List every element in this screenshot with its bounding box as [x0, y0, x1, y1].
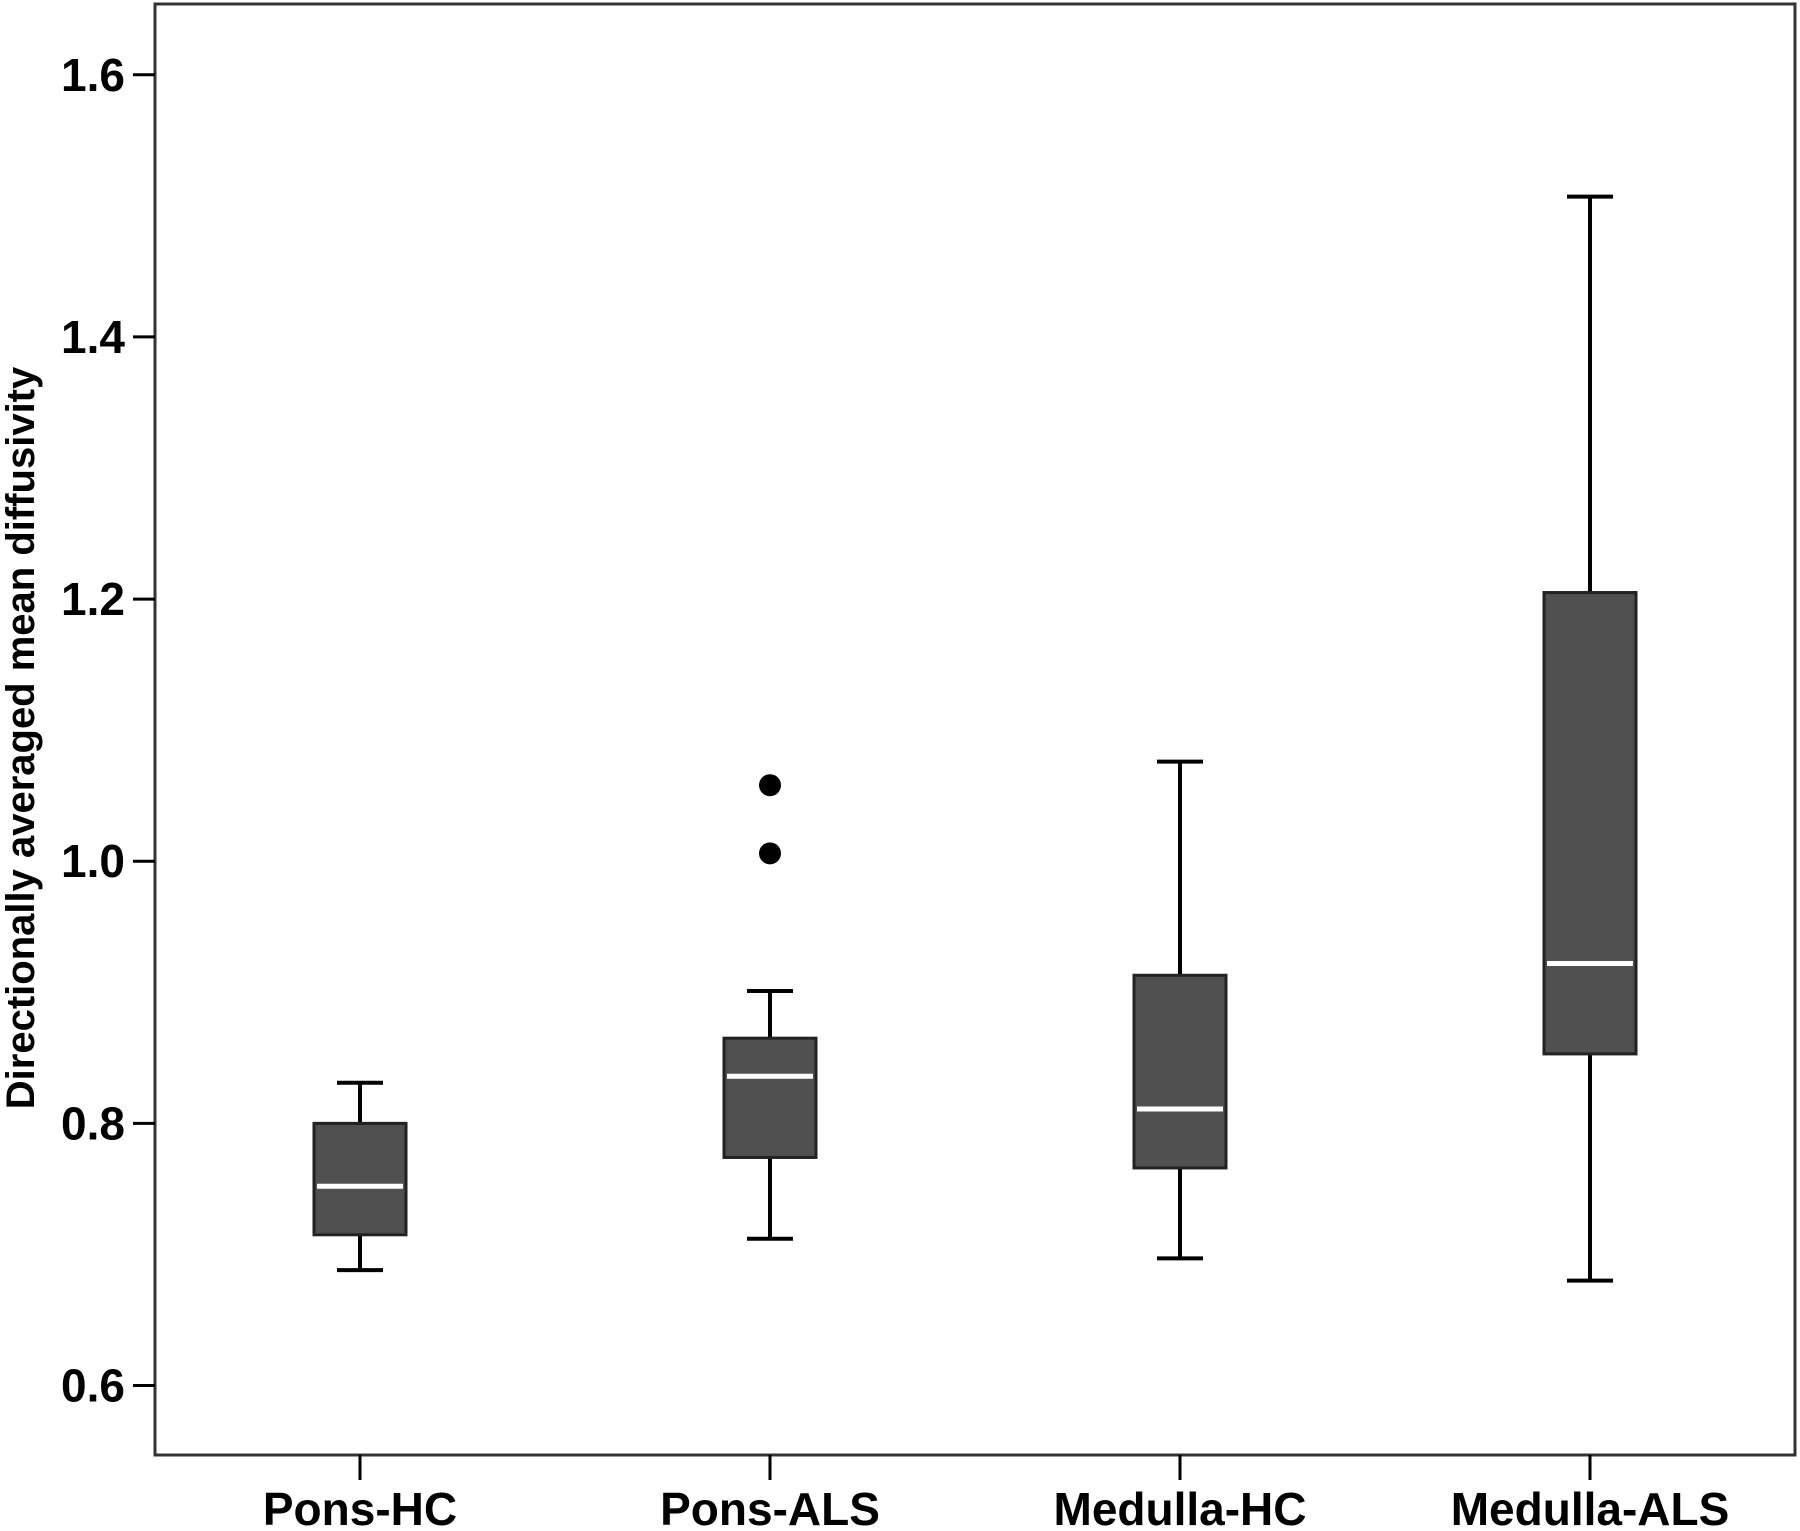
- y-tick-label: 0.6: [61, 1360, 125, 1412]
- box-iqr: [312, 1121, 408, 1237]
- box-group: [1132, 759, 1228, 1261]
- box-iqr: [1542, 591, 1638, 1056]
- box-iqr: [722, 1036, 818, 1159]
- y-axis: 0.6 0.8 1.0 1.2 1.4 1.6: [61, 49, 155, 1412]
- y-tick-label: 1.6: [61, 49, 125, 101]
- y-tick-label: 1.0: [61, 835, 125, 887]
- outlier-point: [759, 842, 781, 865]
- y-tick-label: 1.2: [61, 573, 125, 625]
- x-tick-label: Pons-HC: [263, 1483, 457, 1531]
- boxes: [312, 194, 1638, 1283]
- x-tick-label: Pons-ALS: [660, 1483, 880, 1531]
- y-axis-title: Directionally averaged mean diffusivity: [0, 366, 43, 1109]
- box-group: [1542, 194, 1638, 1283]
- x-axis: Pons-HC Pons-ALS Medulla-HC Medulla-ALS: [263, 1455, 1729, 1531]
- plot-frame: [153, 2, 1797, 1457]
- outlier-point: [759, 774, 781, 797]
- box-group: [722, 774, 818, 1241]
- box-iqr: [1132, 973, 1228, 1170]
- y-tick-label: 0.8: [61, 1097, 125, 1149]
- y-tick-label: 1.4: [61, 311, 125, 363]
- box-group: [312, 1080, 408, 1273]
- x-tick-label: Medulla-ALS: [1451, 1483, 1730, 1531]
- x-tick-label: Medulla-HC: [1054, 1483, 1307, 1531]
